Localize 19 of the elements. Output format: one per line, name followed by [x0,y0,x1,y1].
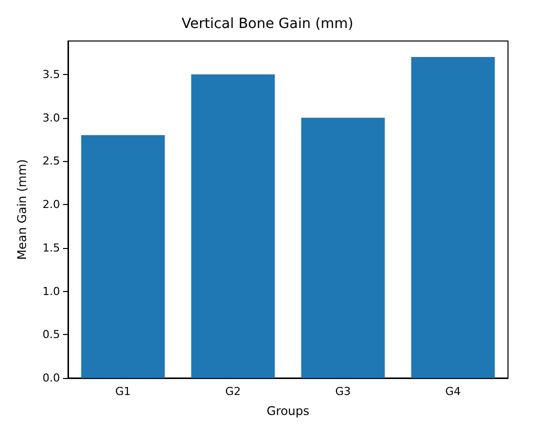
bar [411,57,495,378]
y-tick-label: 0.0 [42,372,60,384]
y-tick-label: 2.0 [42,198,60,212]
y-tick-label: 2.5 [42,154,60,168]
bar [301,118,385,378]
y-axis-title: Mean Gain (mm) [15,159,29,260]
x-tick-label: G4 [445,385,461,398]
x-tick-label: G1 [115,385,131,398]
y-tick-label: 3.5 [42,68,60,81]
y-tick-label: 1.5 [42,241,60,254]
x-axis-title: Groups [266,404,310,418]
bar [191,74,275,378]
x-tick-label: G3 [335,385,351,398]
y-tick-label: 1.0 [42,284,60,298]
bar [81,135,165,378]
y-tick-label: 3.0 [42,111,60,124]
chart-title: Vertical Bone Gain (mm) [182,16,354,32]
y-tick-label: 0.5 [42,328,60,342]
x-tick-label: G2 [225,385,241,398]
